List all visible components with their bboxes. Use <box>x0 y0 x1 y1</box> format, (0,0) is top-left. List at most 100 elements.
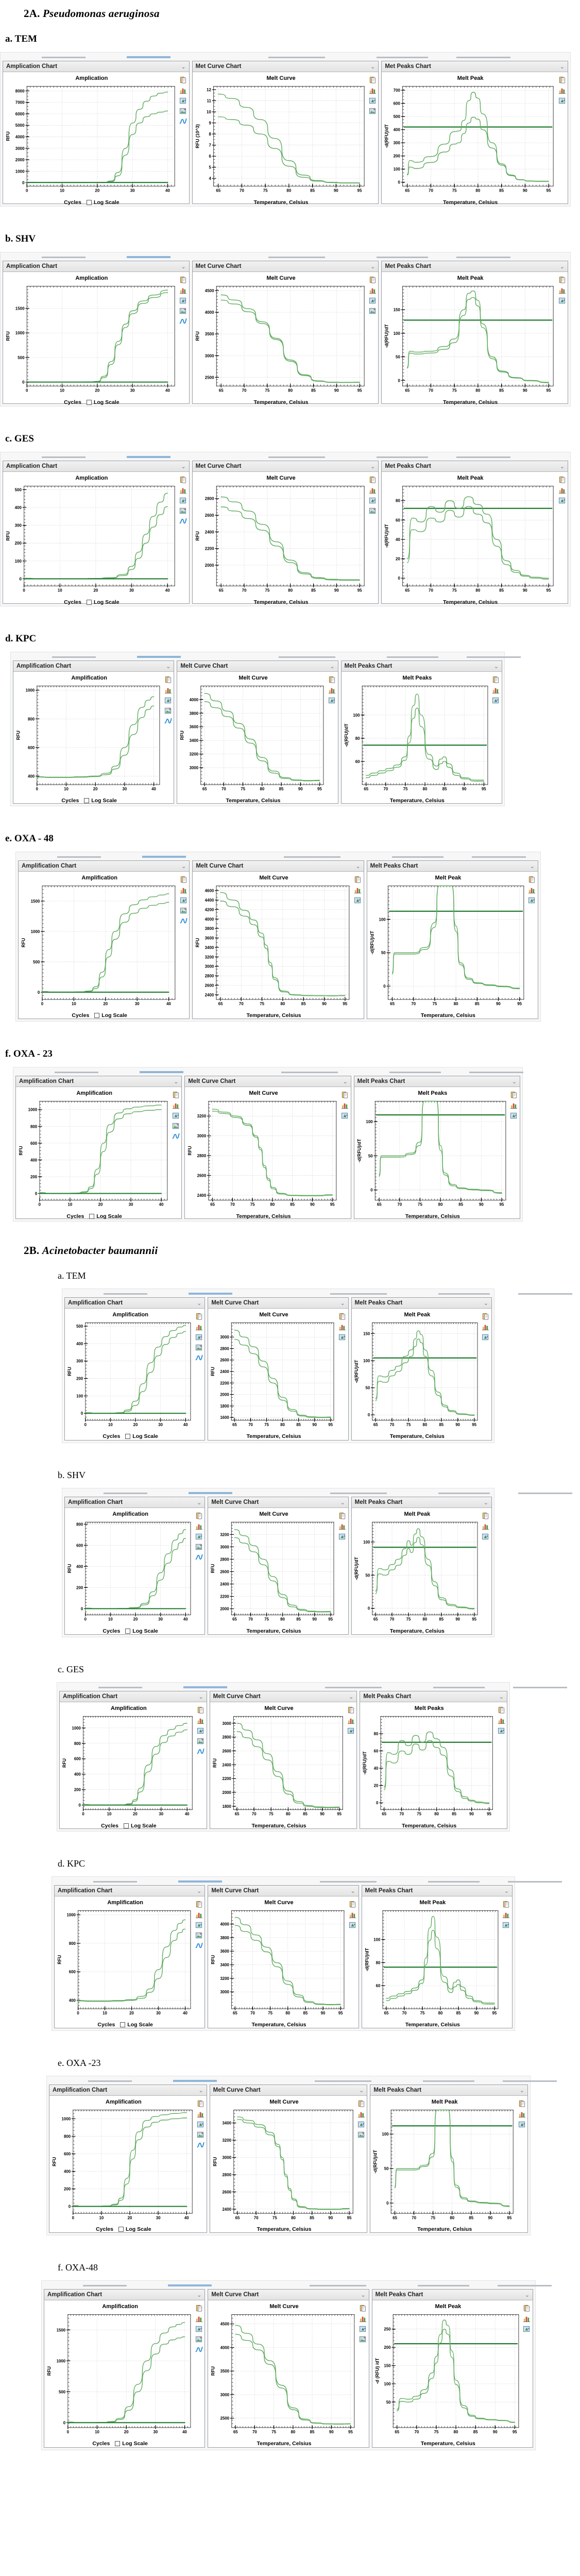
export-icon[interactable] <box>558 497 566 504</box>
export-icon[interactable] <box>369 497 377 504</box>
bar-chart-icon[interactable] <box>369 486 377 494</box>
tab-indicator-4[interactable] <box>428 1881 480 1883</box>
tab-indicator-3[interactable] <box>315 2080 371 2082</box>
bar-chart-icon[interactable] <box>354 886 362 894</box>
image-export-icon[interactable] <box>164 707 172 715</box>
clipboard-icon[interactable] <box>341 1091 349 1099</box>
clipboard-icon[interactable] <box>197 1706 204 1714</box>
export-icon[interactable] <box>482 1533 489 1540</box>
export-icon[interactable] <box>180 896 187 904</box>
image-export-icon[interactable] <box>195 1931 203 1939</box>
clipboard-icon[interactable] <box>369 276 377 284</box>
checkbox-box[interactable] <box>123 1823 129 1828</box>
export-icon[interactable] <box>341 1112 349 1120</box>
clipboard-icon[interactable] <box>359 2304 367 2312</box>
bar-chart-icon[interactable] <box>518 2110 526 2118</box>
export-icon[interactable] <box>349 1921 356 1929</box>
checkbox-box[interactable] <box>118 2227 124 2232</box>
tab-indicator-4[interactable] <box>438 1293 490 1295</box>
tab-indicator-4[interactable] <box>423 2080 474 2082</box>
chevron-down-icon[interactable]: ⌄ <box>198 1693 203 1700</box>
log-scale-checkbox[interactable]: Log Scale <box>125 1433 158 1439</box>
tab-indicator-3[interactable] <box>284 856 340 858</box>
tab-indicator-active[interactable] <box>178 1880 222 1883</box>
bar-chart-icon[interactable] <box>195 1911 203 1919</box>
tab-indicator-5[interactable] <box>469 1072 523 1073</box>
export-icon[interactable] <box>347 1727 355 1735</box>
bar-chart-icon[interactable] <box>341 1101 349 1109</box>
tab-indicator-active[interactable] <box>127 256 170 258</box>
tab-indicator-3[interactable] <box>330 1293 387 1295</box>
tab-indicator-active[interactable] <box>137 656 181 658</box>
export-icon[interactable] <box>164 697 172 704</box>
export-icon[interactable] <box>195 1921 203 1929</box>
checkbox-box[interactable] <box>86 599 92 605</box>
export-icon[interactable] <box>482 1333 489 1341</box>
clipboard-icon[interactable] <box>510 1091 518 1099</box>
chevron-down-icon[interactable]: ⌄ <box>493 663 499 670</box>
checkbox-box[interactable] <box>84 798 90 804</box>
tab-indicator-3[interactable] <box>310 2285 366 2286</box>
tab-indicator-5[interactable] <box>472 856 526 858</box>
export-icon[interactable] <box>172 1112 180 1120</box>
tab-indicator-1[interactable] <box>104 1493 147 1494</box>
tab-indicator-active[interactable] <box>183 1686 227 1688</box>
tab-indicator-4[interactable] <box>438 1493 490 1494</box>
chevron-down-icon[interactable]: ⌄ <box>483 1499 488 1506</box>
bar-chart-icon[interactable] <box>523 2315 531 2323</box>
bar-chart-icon[interactable] <box>172 1101 180 1109</box>
chevron-down-icon[interactable]: ⌄ <box>330 663 335 670</box>
tab-indicator-5[interactable] <box>518 1293 572 1295</box>
export-icon[interactable] <box>328 697 336 704</box>
tab-indicator-4[interactable] <box>418 2285 469 2286</box>
log-scale-checkbox[interactable]: Log Scale <box>86 599 120 605</box>
bar-chart-icon[interactable] <box>347 1717 355 1724</box>
log-scale-checkbox[interactable]: Log Scale <box>125 1628 158 1634</box>
trace-icon[interactable] <box>179 317 187 325</box>
bar-chart-icon[interactable] <box>558 286 566 294</box>
clipboard-icon[interactable] <box>498 1706 505 1714</box>
image-export-icon[interactable] <box>197 2131 204 2139</box>
chevron-down-icon[interactable]: ⌄ <box>181 263 186 270</box>
export-icon[interactable] <box>498 1727 505 1735</box>
tab-indicator-5[interactable] <box>456 57 510 58</box>
clipboard-icon[interactable] <box>179 276 187 284</box>
chevron-down-icon[interactable]: ⌄ <box>181 863 186 870</box>
export-icon[interactable] <box>523 2325 531 2333</box>
tab-indicator-1[interactable] <box>52 656 96 658</box>
log-scale-checkbox[interactable]: Log Scale <box>94 1012 127 1019</box>
log-scale-checkbox[interactable]: Log Scale <box>84 798 117 804</box>
bar-chart-icon[interactable] <box>195 2315 203 2323</box>
log-scale-checkbox[interactable]: Log Scale <box>86 199 120 206</box>
trace-icon[interactable] <box>180 917 187 925</box>
image-export-icon[interactable] <box>179 307 187 315</box>
image-export-icon[interactable] <box>197 1737 204 1745</box>
chevron-down-icon[interactable]: ⌄ <box>197 2292 202 2298</box>
bar-chart-icon[interactable] <box>338 1522 346 1530</box>
tab-indicator-active[interactable] <box>140 1071 183 1073</box>
image-export-icon[interactable] <box>369 307 377 315</box>
tab-indicator-3[interactable] <box>320 1881 377 1883</box>
export-icon[interactable] <box>528 896 536 904</box>
export-icon[interactable] <box>357 2121 365 2128</box>
clipboard-icon[interactable] <box>558 276 566 284</box>
tab-indicator-5[interactable] <box>467 656 521 658</box>
chevron-down-icon[interactable]: ⌄ <box>166 663 171 670</box>
tab-indicator-1[interactable] <box>83 2285 127 2286</box>
clipboard-icon[interactable] <box>354 876 362 884</box>
clipboard-icon[interactable] <box>482 1313 489 1320</box>
trace-icon[interactable] <box>179 117 187 125</box>
clipboard-icon[interactable] <box>197 2100 204 2108</box>
tab-indicator-active[interactable] <box>173 2080 217 2082</box>
chevron-down-icon[interactable]: ⌄ <box>370 63 376 70</box>
chevron-down-icon[interactable]: ⌄ <box>483 1300 488 1307</box>
bar-chart-icon[interactable] <box>179 486 187 494</box>
export-icon[interactable] <box>558 297 566 304</box>
image-export-icon[interactable] <box>195 1344 203 1351</box>
clipboard-icon[interactable] <box>195 1512 203 1520</box>
chevron-down-icon[interactable]: ⌄ <box>559 463 565 470</box>
chevron-down-icon[interactable]: ⌄ <box>349 1693 354 1700</box>
export-icon[interactable] <box>359 2325 367 2333</box>
clipboard-icon[interactable] <box>558 476 566 484</box>
trace-icon[interactable] <box>179 517 187 525</box>
